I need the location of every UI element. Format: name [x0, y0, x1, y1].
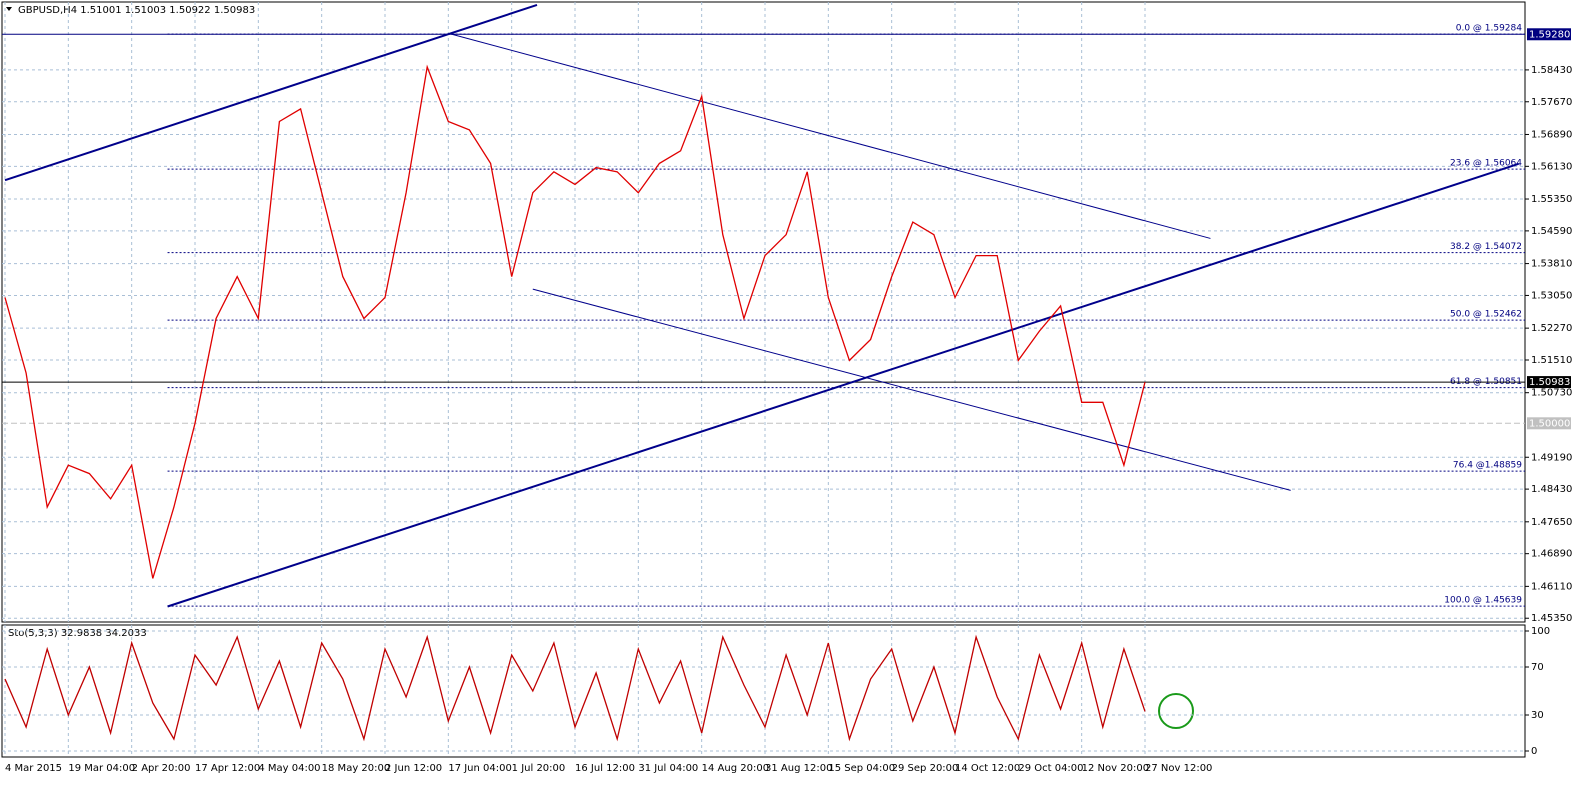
x-tick-label: 2 Apr 20:00 — [132, 763, 191, 774]
y-tick-label: 1.58430 — [1531, 65, 1572, 76]
y-tick-label: 30 — [1531, 710, 1544, 721]
price-line-series — [4, 64, 1146, 579]
y-tick-label: 1.52270 — [1531, 323, 1572, 334]
price-box — [1527, 28, 1571, 41]
stochastic-panel — [1, 624, 1526, 758]
price-box — [1527, 376, 1571, 389]
y-tick-label: 1.48430 — [1531, 484, 1572, 495]
x-tick-label: 2 Jun 12:00 — [385, 763, 442, 774]
y-tick-label: 70 — [1531, 662, 1544, 673]
y-tick-label: 1.45350 — [1531, 613, 1572, 624]
title-arrow — [6, 7, 12, 11]
fib-label: 100.0 @ 1.45639 — [1444, 596, 1522, 606]
y-tick-label: 1.47650 — [1531, 517, 1572, 528]
fib-label: 0.0 @ 1.59284 — [1456, 24, 1523, 34]
x-tick-label: 4 Mar 2015 — [5, 763, 62, 774]
trendline — [4, 3, 538, 182]
y-tick-label: 1.57670 — [1531, 97, 1572, 108]
y-tick-label: 1.54590 — [1531, 226, 1572, 237]
trendline — [167, 162, 1519, 608]
y-tick-label: 1.56890 — [1531, 129, 1572, 140]
y-tick-label: 1.55350 — [1531, 194, 1572, 205]
x-tick-label: 31 Jul 04:00 — [638, 763, 698, 774]
price-box-label: 1.59280 — [1529, 29, 1570, 40]
x-tick-label: 29 Oct 04:00 — [1018, 763, 1083, 774]
x-tick-label: 19 Mar 04:00 — [68, 763, 135, 774]
x-tick-label: 16 Jul 12:00 — [575, 763, 635, 774]
fib-label: 76.4 @1.48859 — [1453, 461, 1522, 471]
x-tick-label: 12 Nov 20:00 — [1082, 763, 1149, 774]
indicator-title: Sto(5,3,3) 32.9838 34.2033 — [8, 628, 147, 639]
fib-label: 38.2 @ 1.54072 — [1450, 242, 1522, 252]
trendline — [450, 33, 1211, 239]
x-tick-label: 15 Sep 04:00 — [828, 763, 895, 774]
price-panel — [1, 1, 1526, 623]
y-tick-label: 1.56130 — [1531, 161, 1572, 172]
x-tick-label: 1 Jul 20:00 — [512, 763, 566, 774]
trendline — [532, 288, 1291, 491]
x-tick-label: 18 May 20:00 — [322, 763, 391, 774]
x-tick-label: 14 Aug 20:00 — [702, 763, 769, 774]
chart-title: GBPUSD,H4 1.51001 1.51003 1.50922 1.5098… — [18, 5, 255, 16]
highlight-circle — [1158, 693, 1194, 729]
price-box-label: 1.50983 — [1529, 377, 1570, 388]
y-tick-label: 1.46890 — [1531, 549, 1572, 560]
fib-label: 50.0 @ 1.52462 — [1450, 310, 1522, 320]
x-tick-label: 31 Aug 12:00 — [765, 763, 832, 774]
price-box — [1527, 417, 1571, 430]
x-tick-label: 17 Jun 04:00 — [448, 763, 512, 774]
y-tick-label: 1.53810 — [1531, 259, 1572, 270]
x-tick-label: 29 Sep 20:00 — [892, 763, 959, 774]
x-tick-label: 27 Nov 12:00 — [1145, 763, 1212, 774]
y-tick-label: 1.53050 — [1531, 290, 1572, 301]
price-box-label: 1.50000 — [1529, 418, 1570, 429]
x-tick-label: 14 Oct 12:00 — [955, 763, 1020, 774]
x-tick-label: 17 Apr 12:00 — [195, 763, 260, 774]
y-tick-label: 1.49190 — [1531, 452, 1572, 463]
stochastic-line — [4, 634, 1146, 742]
y-tick-label: 1.50730 — [1531, 388, 1572, 399]
y-tick-label: 100 — [1531, 626, 1550, 637]
x-tick-label: 4 May 04:00 — [258, 763, 320, 774]
y-tick-label: 1.46110 — [1531, 581, 1572, 592]
y-tick-label: 0 — [1531, 746, 1537, 757]
fib-label: 23.6 @ 1.56064 — [1450, 159, 1522, 169]
y-tick-label: 1.51510 — [1531, 355, 1572, 366]
